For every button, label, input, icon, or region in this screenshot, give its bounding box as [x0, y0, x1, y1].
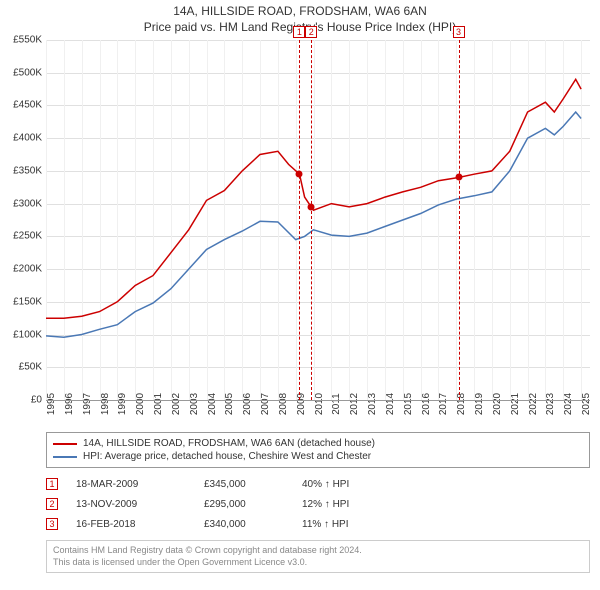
event-delta: 11% ↑ HPI	[302, 519, 349, 530]
marker-box: 3	[453, 26, 465, 38]
event-row: 2 13-NOV-2009 £295,000 12% ↑ HPI	[46, 494, 590, 514]
event-row: 3 16-FEB-2018 £340,000 11% ↑ HPI	[46, 514, 590, 534]
event-date: 13-NOV-2009	[76, 499, 186, 510]
marker-box: 2	[305, 26, 317, 38]
y-axis-label: £450K	[13, 100, 42, 111]
legend: 14A, HILLSIDE ROAD, FRODSHAM, WA6 6AN (d…	[46, 432, 590, 468]
marker-line	[299, 40, 300, 400]
footer-line: This data is licensed under the Open Gov…	[53, 557, 583, 569]
event-date: 16-FEB-2018	[76, 519, 186, 530]
event-price: £345,000	[204, 479, 284, 490]
event-marker-box: 3	[46, 518, 58, 530]
legend-swatch	[53, 443, 77, 445]
event-delta: 12% ↑ HPI	[302, 499, 349, 510]
event-table: 1 18-MAR-2009 £345,000 40% ↑ HPI 2 13-NOV-200…	[46, 474, 590, 534]
series-line-property	[46, 79, 581, 318]
y-axis-label: £100K	[13, 329, 42, 340]
marker-box: 1	[293, 26, 305, 38]
footer-line: Contains HM Land Registry data © Crown c…	[53, 545, 583, 557]
y-axis-label: £300K	[13, 198, 42, 209]
legend-row: HPI: Average price, detached house, Ches…	[53, 450, 583, 463]
legend-swatch	[53, 456, 77, 458]
y-axis-label: £50K	[19, 362, 42, 373]
y-axis-label: £400K	[13, 133, 42, 144]
chart-title: 14A, HILLSIDE ROAD, FRODSHAM, WA6 6AN	[0, 0, 600, 18]
marker-line	[311, 40, 312, 400]
marker-dot	[455, 174, 462, 181]
y-axis-label: £550K	[13, 35, 42, 46]
y-axis-label: £0	[31, 395, 42, 406]
chart-plot-area: £0£50K£100K£150K£200K£250K£300K£350K£400…	[46, 40, 590, 400]
y-axis-label: £150K	[13, 296, 42, 307]
marker-dot	[308, 203, 315, 210]
series-line-hpi	[46, 112, 581, 337]
y-axis-label: £500K	[13, 67, 42, 78]
marker-dot	[296, 171, 303, 178]
event-price: £295,000	[204, 499, 284, 510]
event-date: 18-MAR-2009	[76, 479, 186, 490]
event-price: £340,000	[204, 519, 284, 530]
event-marker-box: 2	[46, 498, 58, 510]
legend-label: HPI: Average price, detached house, Ches…	[83, 451, 371, 462]
legend-label: 14A, HILLSIDE ROAD, FRODSHAM, WA6 6AN (d…	[83, 438, 375, 449]
y-axis-label: £250K	[13, 231, 42, 242]
event-delta: 40% ↑ HPI	[302, 479, 349, 490]
legend-row: 14A, HILLSIDE ROAD, FRODSHAM, WA6 6AN (d…	[53, 437, 583, 450]
marker-line	[459, 40, 460, 400]
y-axis-label: £200K	[13, 264, 42, 275]
y-axis-label: £350K	[13, 165, 42, 176]
event-row: 1 18-MAR-2009 £345,000 40% ↑ HPI	[46, 474, 590, 494]
event-marker-box: 1	[46, 478, 58, 490]
attribution-footer: Contains HM Land Registry data © Crown c…	[46, 540, 590, 573]
